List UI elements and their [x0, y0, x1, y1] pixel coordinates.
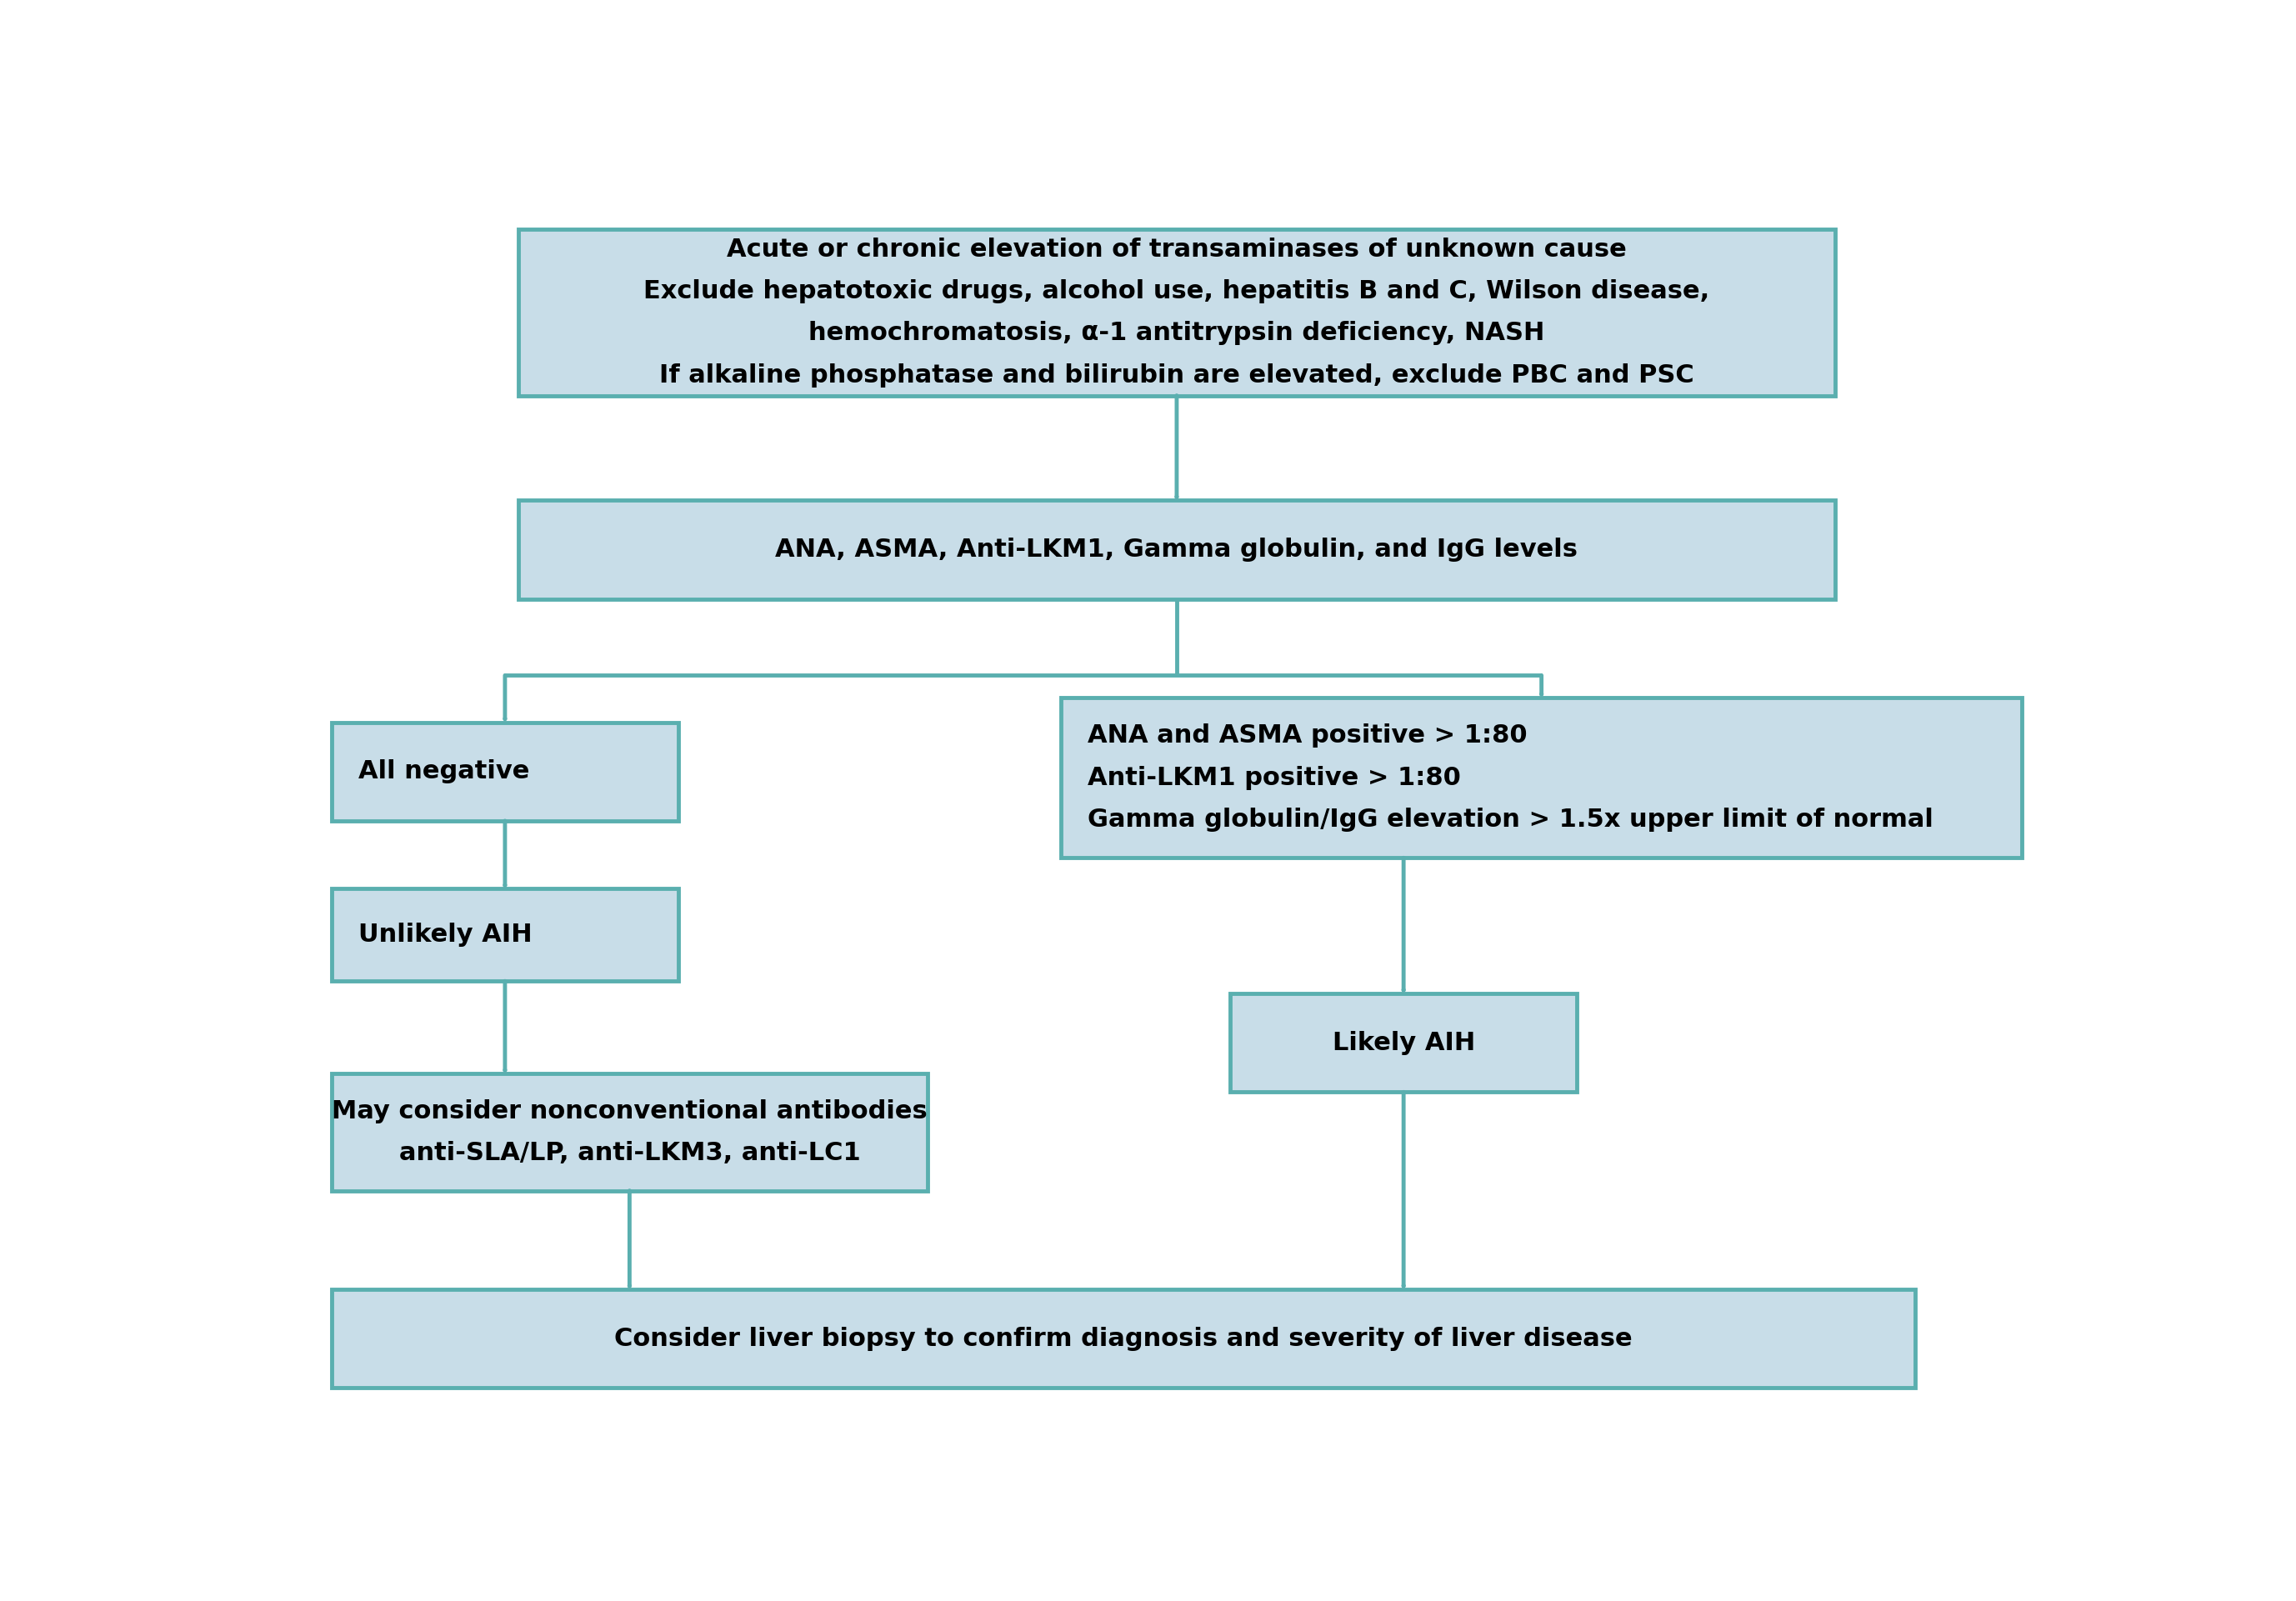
Text: All negative: All negative — [358, 759, 530, 783]
Text: Anti-LKM1 positive > 1:80: Anti-LKM1 positive > 1:80 — [1088, 765, 1460, 789]
Bar — [1061, 698, 2023, 858]
Text: Consider liver biopsy to confirm diagnosis and severity of liver disease: Consider liver biopsy to confirm diagnos… — [615, 1327, 1632, 1351]
Bar — [331, 1289, 1915, 1388]
Text: If alkaline phosphatase and bilirubin are elevated, exclude PBC and PSC: If alkaline phosphatase and bilirubin ar… — [659, 363, 1694, 387]
Text: Exclude hepatotoxic drugs, alcohol use, hepatitis B and C, Wilson disease,: Exclude hepatotoxic drugs, alcohol use, … — [643, 279, 1711, 304]
Text: Unlikely AIH: Unlikely AIH — [358, 922, 533, 946]
Text: May consider nonconventional antibodies: May consider nonconventional antibodies — [331, 1098, 928, 1124]
Text: Likely AIH: Likely AIH — [1332, 1031, 1474, 1055]
Text: ANA and ASMA positive > 1:80: ANA and ASMA positive > 1:80 — [1088, 724, 1527, 748]
Text: anti-SLA/LP, anti-LKM3, anti-LC1: anti-SLA/LP, anti-LKM3, anti-LC1 — [400, 1142, 861, 1166]
Bar — [331, 1074, 928, 1191]
Text: Acute or chronic elevation of transaminases of unknown cause: Acute or chronic elevation of transamina… — [728, 237, 1626, 261]
Text: ANA, ASMA, Anti-LKM1, Gamma globulin, and IgG levels: ANA, ASMA, Anti-LKM1, Gamma globulin, an… — [776, 538, 1577, 562]
Text: Gamma globulin/IgG elevation > 1.5x upper limit of normal: Gamma globulin/IgG elevation > 1.5x uppe… — [1088, 807, 1933, 831]
Bar — [331, 889, 680, 981]
Bar — [1231, 993, 1577, 1092]
Bar — [519, 500, 1835, 599]
Bar — [331, 722, 680, 821]
Text: hemochromatosis, α-1 antitrypsin deficiency, NASH: hemochromatosis, α-1 antitrypsin deficie… — [808, 322, 1545, 346]
Bar — [519, 229, 1835, 395]
